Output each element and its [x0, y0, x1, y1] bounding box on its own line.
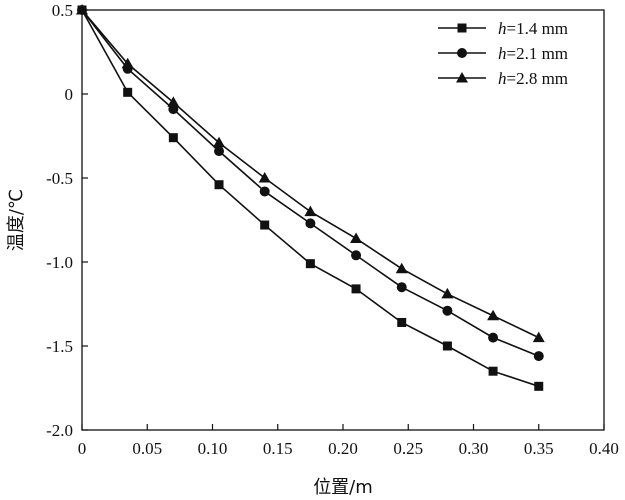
legend-label: h=2.8 mm [498, 69, 568, 88]
data-point-circle [351, 250, 362, 261]
legend: h=1.4 mm h=2.1 mm h=2.8 mm [438, 19, 568, 88]
data-point-circle [214, 146, 225, 157]
data-point-circle [396, 282, 407, 293]
legend-label: h=1.4 mm [498, 19, 568, 38]
x-tick-label: 0.40 [589, 439, 619, 458]
series-circle [77, 5, 544, 362]
legend-item: h=2.1 mm [438, 44, 568, 63]
series-square [77, 5, 544, 391]
legend-label: h=2.1 mm [498, 44, 568, 63]
data-point-triangle [304, 205, 317, 217]
data-point-triangle [487, 309, 500, 321]
x-tick-label: 0.05 [132, 439, 162, 458]
data-point-triangle [121, 57, 134, 69]
data-point-square [214, 180, 224, 190]
data-point-square [260, 220, 270, 230]
x-tick-label: 0.20 [328, 439, 358, 458]
data-point-circle [533, 351, 544, 362]
data-point-square [351, 284, 361, 294]
legend-marker [456, 72, 468, 83]
y-tick-label: 0.5 [52, 1, 73, 20]
x-tick-label: 0.15 [263, 439, 293, 458]
data-point-triangle [395, 262, 408, 274]
y-axis-title: 温度/℃ [6, 189, 27, 251]
y-tick-label: -2.0 [46, 421, 73, 440]
y-tick-label: -1.0 [46, 253, 73, 272]
y-tick-label: -1.5 [46, 337, 73, 356]
data-point-triangle [441, 287, 454, 299]
x-tick-label: 0.30 [459, 439, 489, 458]
legend-marker [457, 48, 467, 58]
data-point-triangle [532, 331, 545, 343]
data-point-triangle [76, 4, 88, 15]
x-tick-label: 0.25 [393, 439, 423, 458]
x-axis-title: 位置/m [313, 477, 373, 498]
axis-ticks: 0 0.05 0.10 0.15 0.20 0.25 0.30 0.35 0.40 0.5 0 -0.… [46, 1, 619, 458]
data-point-square [168, 133, 178, 143]
series-line [81, 9, 540, 339]
series-line [81, 9, 540, 388]
y-tick-label: -0.5 [46, 169, 73, 188]
data-point-square [534, 381, 544, 391]
data-point-square [397, 317, 407, 327]
x-tick-label: 0 [78, 439, 87, 458]
data-point-triangle [167, 96, 180, 107]
data-point-square [123, 87, 133, 97]
x-tick-label: 0.10 [198, 439, 228, 458]
x-tick-label: 0.35 [524, 439, 554, 458]
data-point-triangle [258, 172, 271, 183]
data-point-square [305, 259, 315, 269]
data-point-circle [305, 218, 316, 229]
data-point-circle [259, 186, 270, 197]
data-point-circle [488, 332, 499, 343]
legend-marker [457, 23, 467, 33]
data-point-square [442, 341, 452, 351]
y-tick-label: 0 [65, 85, 74, 104]
data-point-triangle [350, 232, 363, 243]
series-group [76, 4, 545, 391]
legend-item: h=1.4 mm [438, 19, 568, 38]
series-triangle [76, 4, 545, 343]
data-point-square [488, 366, 498, 376]
legend-item: h=2.8 mm [438, 69, 568, 88]
data-point-triangle [213, 136, 226, 148]
data-point-circle [442, 305, 453, 316]
